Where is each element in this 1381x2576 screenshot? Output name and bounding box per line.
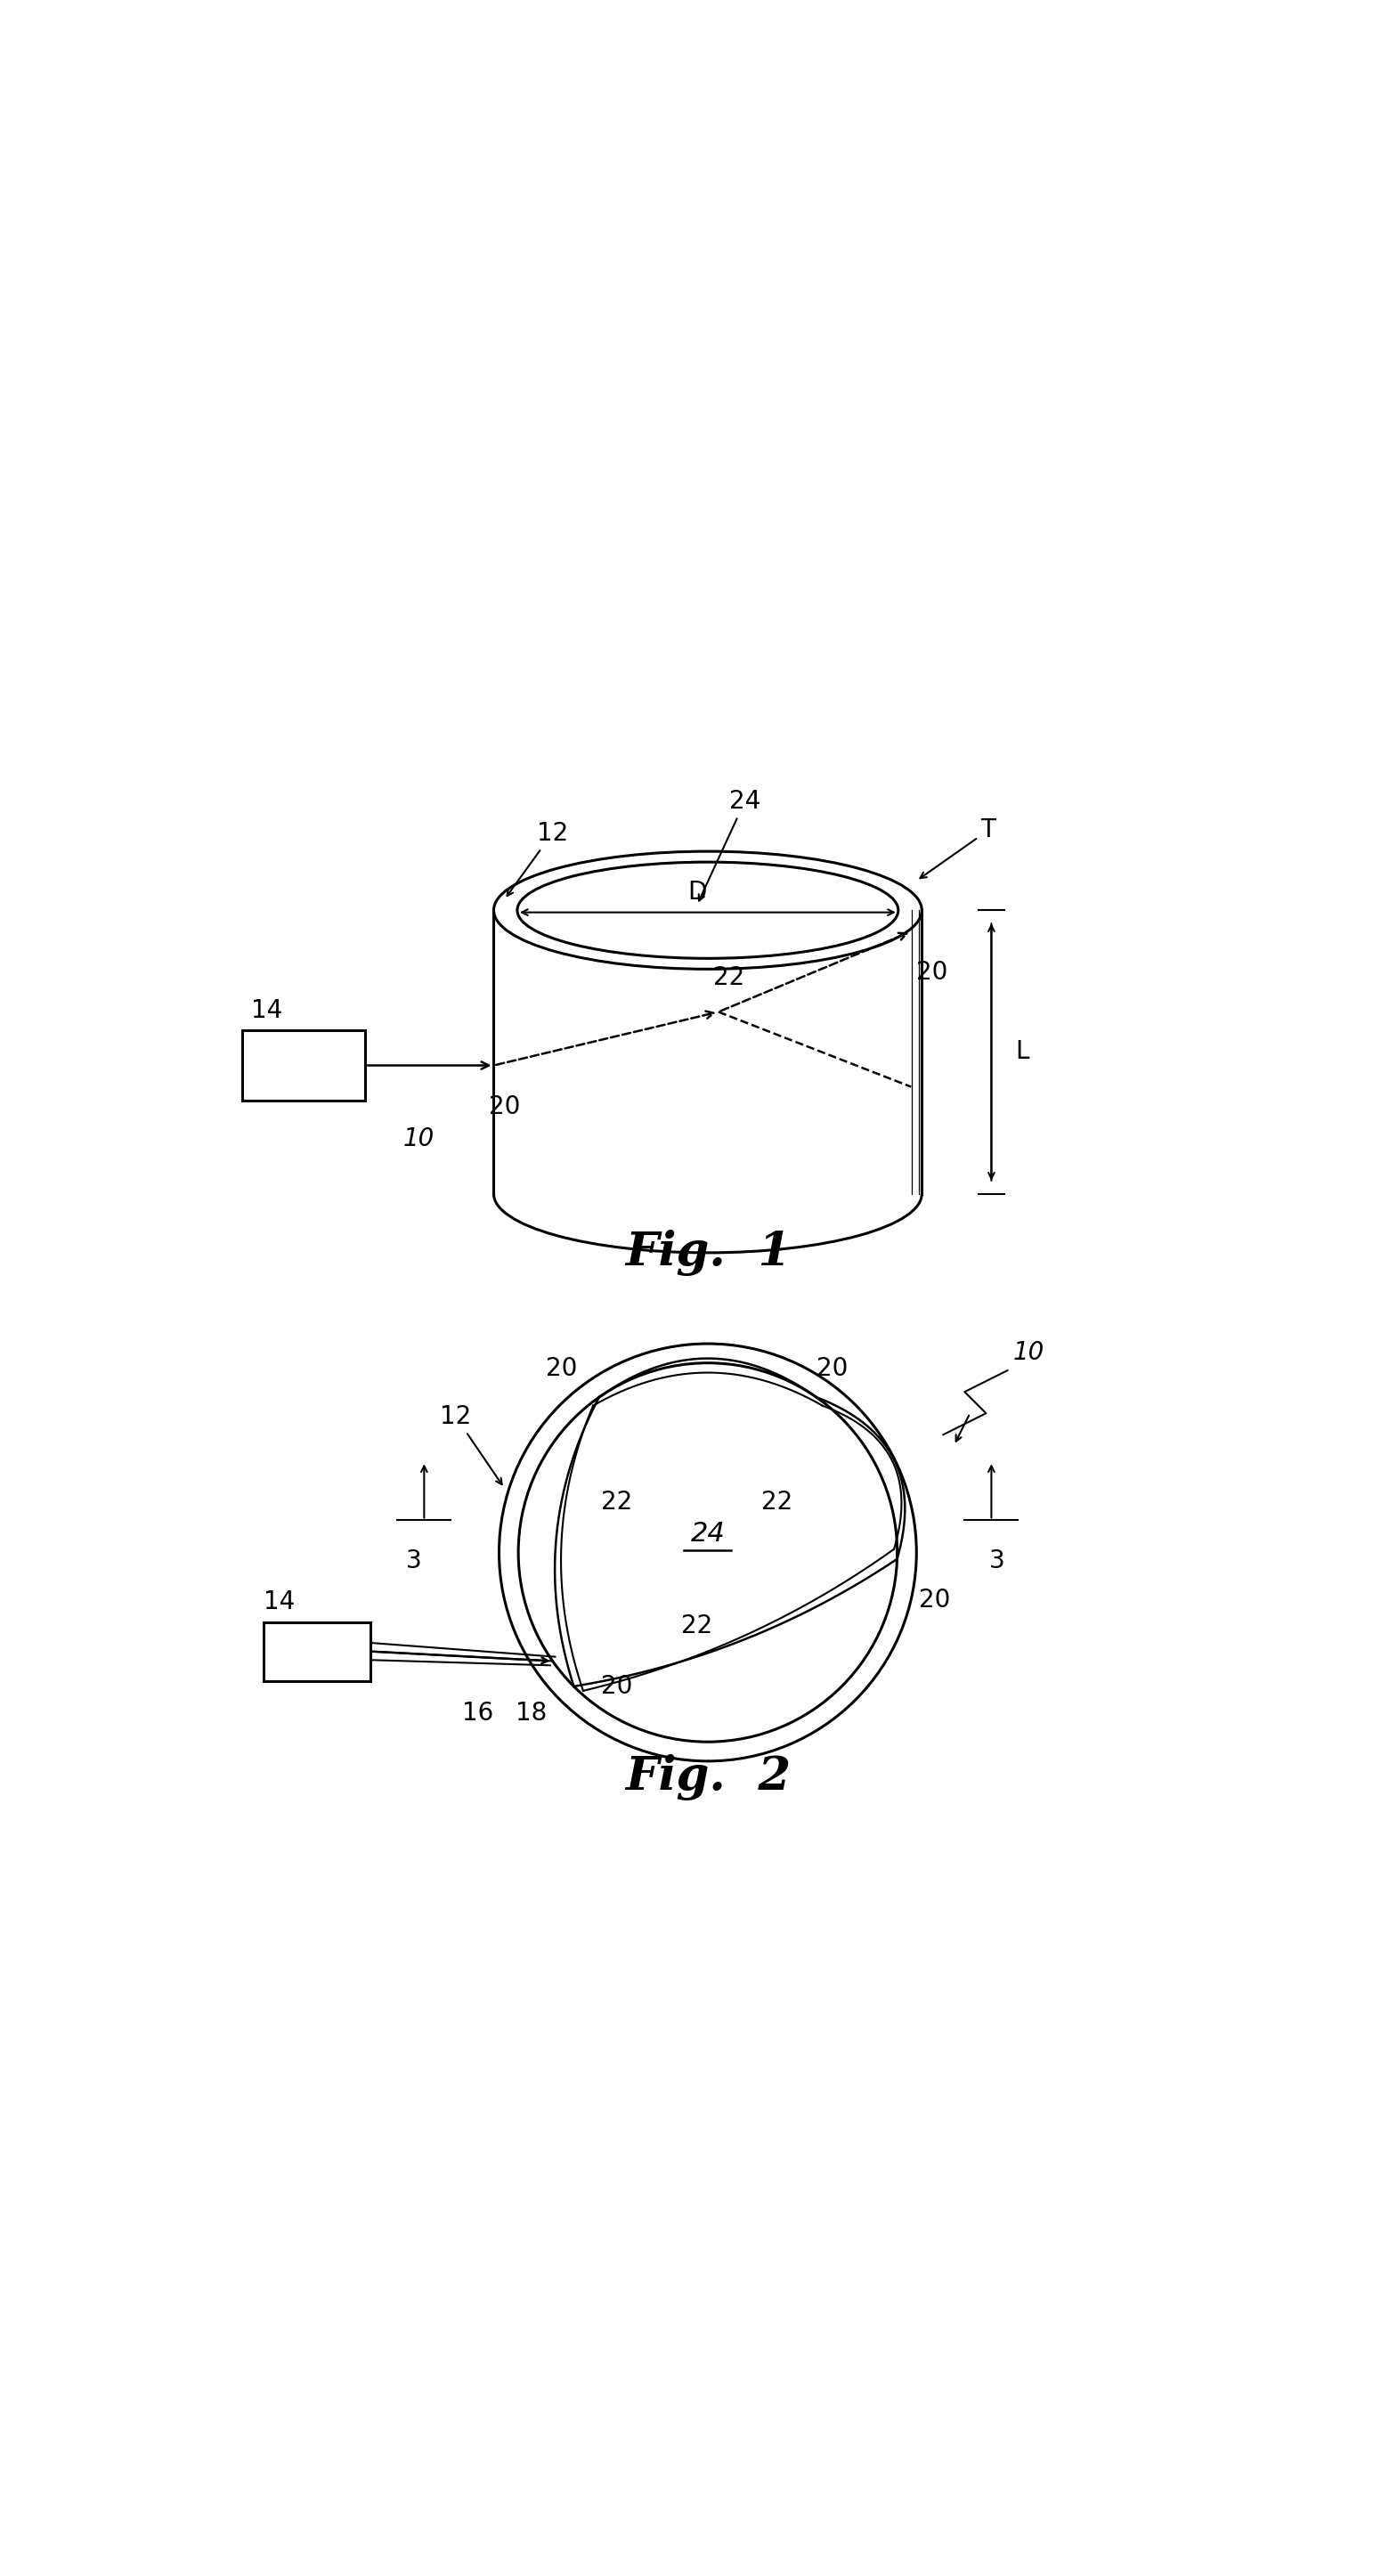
Text: 12: 12: [507, 822, 568, 896]
Text: 20: 20: [917, 961, 947, 984]
Text: 12: 12: [441, 1404, 501, 1484]
Text: 24: 24: [690, 1522, 725, 1548]
FancyBboxPatch shape: [242, 1030, 365, 1100]
Text: Fig.  1: Fig. 1: [624, 1229, 791, 1275]
Text: 18: 18: [515, 1700, 547, 1726]
Text: 22: 22: [714, 966, 744, 992]
Text: 3: 3: [989, 1548, 1004, 1574]
Text: 22: 22: [762, 1489, 793, 1515]
Text: 14: 14: [251, 997, 282, 1023]
Text: 22: 22: [681, 1613, 713, 1638]
Text: 20: 20: [816, 1355, 848, 1381]
Text: D: D: [688, 881, 707, 904]
Text: Fig.  2: Fig. 2: [624, 1754, 791, 1801]
Text: 10: 10: [1012, 1340, 1044, 1365]
Text: 20: 20: [918, 1587, 950, 1613]
Text: T: T: [920, 817, 996, 878]
FancyBboxPatch shape: [264, 1623, 370, 1682]
Text: 20: 20: [489, 1095, 521, 1118]
Text: 24: 24: [699, 788, 761, 902]
Text: 20: 20: [601, 1674, 632, 1698]
Text: 22: 22: [601, 1489, 632, 1515]
Text: 14: 14: [264, 1589, 296, 1615]
Text: 10: 10: [403, 1126, 435, 1151]
Text: 20: 20: [545, 1355, 577, 1381]
Text: L: L: [1015, 1041, 1029, 1064]
Text: 16: 16: [463, 1700, 493, 1726]
Text: 3: 3: [406, 1548, 421, 1574]
